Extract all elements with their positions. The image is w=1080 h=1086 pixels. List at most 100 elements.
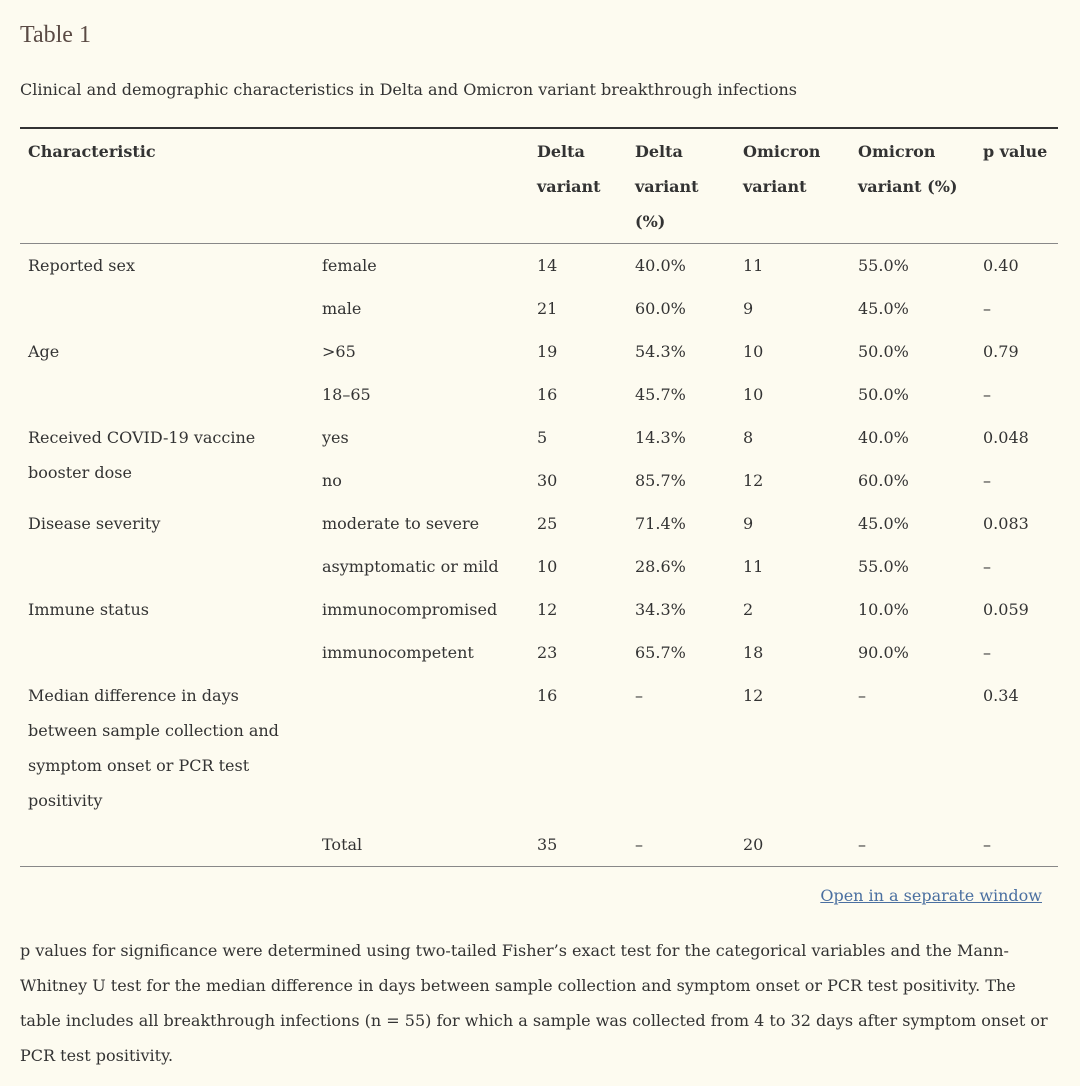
cell-delta-percent: 71.4% — [635, 514, 686, 533]
cell-delta-count: 16 — [537, 686, 558, 705]
cell-delta-count: 5 — [537, 428, 548, 447]
characteristic-label: Age — [28, 342, 60, 361]
cell-omicron-count: 9 — [743, 514, 754, 533]
cell-omicron-percent: 50.0% — [858, 385, 909, 404]
cell-omicron-percent: 60.0% — [858, 471, 909, 490]
cell-omicron-count: 10 — [743, 385, 764, 404]
cell-delta-percent: 14.3% — [635, 428, 686, 447]
cell-delta-count: 14 — [537, 256, 558, 275]
cell-omicron-count: 2 — [743, 600, 754, 619]
cell-characteristic: Disease severity — [20, 502, 314, 545]
header-omicron-count: Omicron variant — [743, 142, 821, 196]
cell-delta-percent: 28.6% — [635, 557, 686, 576]
characteristic-label — [28, 635, 306, 670]
cell-delta-percent: 60.0% — [635, 299, 686, 318]
cell-omicron-count: 20 — [743, 835, 764, 854]
header-delta-percent: Delta variant (%) — [635, 142, 699, 231]
cell-p-value: 0.34 — [983, 686, 1019, 705]
cell-characteristic: Age — [20, 330, 314, 373]
cell-omicron-percent: 55.0% — [858, 557, 909, 576]
cell-omicron-count: 8 — [743, 428, 754, 447]
cell-characteristic: Immune status — [20, 588, 314, 631]
cell-p-value: 0.40 — [983, 256, 1019, 275]
header-delta-count: Delta variant — [537, 142, 601, 196]
cell-subgroup: Total — [322, 835, 363, 854]
cell-subgroup: immunocompromised — [322, 600, 498, 619]
cell-delta-count: 30 — [537, 471, 558, 490]
cell-omicron-percent: 45.0% — [858, 514, 909, 533]
cell-characteristic — [20, 459, 314, 502]
table-row: Received COVID-19 vaccine booster dose ye… — [20, 416, 1058, 482]
table-row: Median difference in days between sample… — [20, 674, 1058, 823]
table-title: Table 1 — [20, 22, 91, 48]
characteristic-label — [28, 549, 306, 584]
cell-subgroup: yes — [322, 428, 349, 447]
cell-delta-count: 23 — [537, 643, 558, 662]
cell-omicron-percent: 55.0% — [858, 256, 909, 275]
cell-characteristic: Received COVID-19 vaccine booster dose — [20, 416, 314, 482]
table-row: immunocompetent 23 65.7% 18 90.0% – — [20, 631, 1058, 674]
cell-p-value: – — [983, 835, 991, 854]
cell-delta-percent: 65.7% — [635, 643, 686, 662]
cell-delta-count: 21 — [537, 299, 558, 318]
table-row: Reported sex female 14 40.0% 11 55.0% 0.40 — [20, 244, 1058, 288]
cell-subgroup: no — [322, 471, 342, 490]
table-caption: Clinical and demographic characteristics… — [20, 80, 797, 99]
cell-delta-count: 16 — [537, 385, 558, 404]
cell-subgroup: >65 — [322, 342, 356, 361]
characteristic-label — [28, 377, 306, 412]
characteristic-label — [28, 827, 306, 862]
table-row: asymptomatic or mild 10 28.6% 11 55.0% – — [20, 545, 1058, 588]
cell-p-value: – — [983, 299, 991, 318]
cell-omicron-count: 12 — [743, 686, 764, 705]
cell-characteristic: Reported sex — [20, 244, 314, 288]
cell-delta-percent: 85.7% — [635, 471, 686, 490]
cell-delta-percent: 45.7% — [635, 385, 686, 404]
cell-subgroup: moderate to severe — [322, 514, 480, 533]
cell-omicron-count: 10 — [743, 342, 764, 361]
table-row: male 21 60.0% 9 45.0% – — [20, 287, 1058, 330]
cell-subgroup: immunocompetent — [322, 643, 474, 662]
cell-delta-count: 10 — [537, 557, 558, 576]
header-omicron-percent: Omicron variant (%) — [858, 142, 958, 196]
cell-p-value: 0.79 — [983, 342, 1019, 361]
table-row: Total 35 – 20 – – — [20, 823, 1058, 867]
cell-omicron-percent: 90.0% — [858, 643, 909, 662]
cell-omicron-percent: 10.0% — [858, 600, 909, 619]
cell-characteristic — [20, 631, 314, 674]
cell-delta-percent: 54.3% — [635, 342, 686, 361]
cell-subgroup — [314, 674, 529, 823]
characteristic-label: Immune status — [28, 600, 149, 619]
cell-delta-percent: 40.0% — [635, 256, 686, 275]
table-row: Disease severity moderate to severe 25 71.4… — [20, 502, 1058, 545]
table-row: Immune status immunocompromised 12 34.3% 2 10… — [20, 588, 1058, 631]
cell-omicron-percent: – — [858, 835, 866, 854]
cell-omicron-count: 12 — [743, 471, 764, 490]
cell-subgroup: asymptomatic or mild — [322, 557, 499, 576]
cell-delta-count: 35 — [537, 835, 558, 854]
cell-subgroup: 18–65 — [322, 385, 371, 404]
cell-omicron-percent: 40.0% — [858, 428, 909, 447]
open-in-separate-window-link[interactable]: Open in a separate window — [820, 886, 1042, 905]
table-row: 18–65 16 45.7% 10 50.0% – — [20, 373, 1058, 416]
table-footnote: p values for significance were determine… — [20, 941, 1048, 1065]
cell-delta-count: 25 — [537, 514, 558, 533]
cell-p-value: – — [983, 471, 991, 490]
characteristic-label: Reported sex — [28, 256, 135, 275]
cell-omicron-count: 11 — [743, 557, 764, 576]
characteristic-label: Disease severity — [28, 514, 161, 533]
cell-characteristic — [20, 287, 314, 330]
cell-characteristic — [20, 545, 314, 588]
cell-p-value: 0.048 — [983, 428, 1029, 447]
table-row: no 30 85.7% 12 60.0% – — [20, 459, 1058, 502]
cell-delta-percent: – — [635, 835, 643, 854]
cell-p-value: – — [983, 385, 991, 404]
characteristic-label — [28, 463, 306, 498]
cell-characteristic: Median difference in days between sample… — [20, 674, 314, 823]
characteristic-label: Median difference in days between sample… — [28, 686, 279, 810]
cell-p-value: 0.083 — [983, 514, 1029, 533]
cell-omicron-count: 11 — [743, 256, 764, 275]
characteristic-label — [28, 291, 306, 326]
header-characteristic: Characteristic — [28, 142, 156, 161]
table-row: Age >65 19 54.3% 10 50.0% 0.79 — [20, 330, 1058, 373]
